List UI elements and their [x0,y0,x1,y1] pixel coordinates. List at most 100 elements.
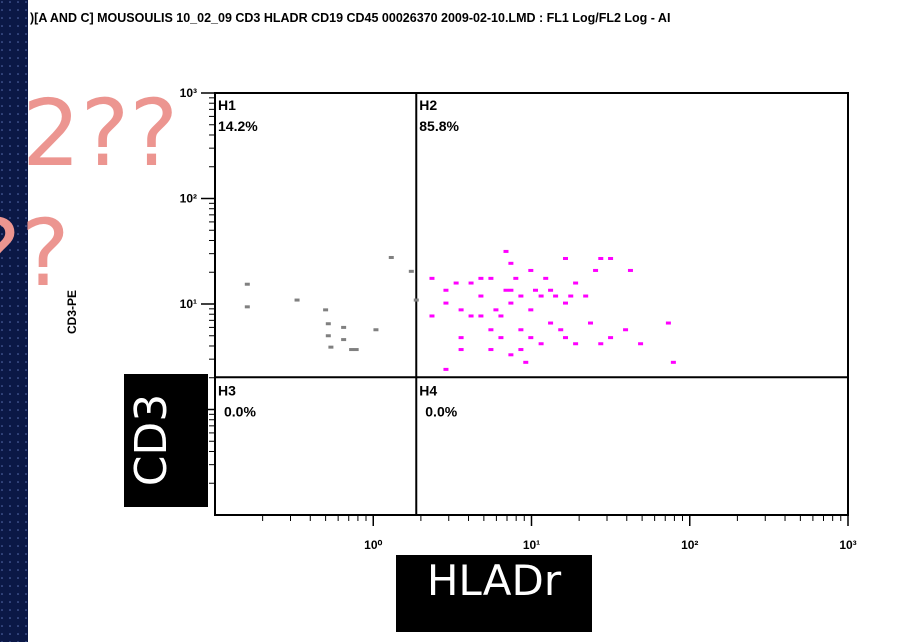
event-dot [388,255,394,259]
event-dot [638,342,644,346]
event-dot [373,328,379,332]
box-label: CD3 [126,394,177,487]
box-label: HLADr [427,556,562,605]
side-strip-dots [0,0,28,642]
y-axis-label: CD3-PE [65,290,79,334]
event-dot [341,338,347,342]
event-dot [608,256,614,260]
event-dot [413,298,419,302]
event-dot [325,322,331,326]
event-dot [341,325,347,329]
y-tick-label: 10² [180,192,197,206]
event-dot [588,321,594,325]
event-dot [528,308,534,312]
quadrant-percent: 14.2% [218,118,258,134]
label-box [124,374,208,507]
label-box [396,555,592,632]
event-dot [488,328,494,332]
event-dot [453,281,459,285]
event-dot [670,360,676,364]
quadrant-name: H3 [218,382,236,398]
event-dot [443,288,449,292]
quadrant-name: H2 [419,97,437,113]
plot: 10⁰10¹10²10³10⁰10¹10²10³H114.2%H285.8%H3… [179,86,857,552]
event-dot [553,294,559,298]
event-dot [518,294,524,298]
event-dot [429,314,435,318]
event-dot [493,308,499,312]
event-dot [508,301,514,305]
event-dot [558,328,564,332]
event-dot [508,288,514,292]
event-dot [518,328,524,332]
event-dot [608,336,614,340]
event-dot [548,288,554,292]
event-dot [244,305,250,309]
event-dot [408,269,414,273]
event-dot [523,360,529,364]
event-dot [294,298,300,302]
event-dot [458,308,464,312]
event-dot [533,288,539,292]
event-dot [349,348,355,352]
quadrant-name: H1 [218,97,236,113]
quadrant-percent: 0.0% [224,403,256,419]
event-dot [508,353,514,357]
event-dot [353,348,359,352]
event-dot [593,268,599,272]
event-dot [468,314,474,318]
quadrant-name: H4 [419,382,437,398]
event-dot [548,321,554,325]
x-tick-label: 10¹ [523,538,540,552]
event-dot [488,348,494,352]
event-dot [518,348,524,352]
event-dot [627,268,633,272]
x-tick-label: 10³ [839,538,856,552]
event-dot [583,294,589,298]
event-dot [665,321,671,325]
annotations: 2?? ?? CD3 HLADr [0,80,592,632]
x-tick-label: 10² [681,538,698,552]
quadrant-percent: 85.8% [419,118,459,134]
event-dot [623,328,629,332]
event-dot [478,314,484,318]
event-dot [568,294,574,298]
event-dot [458,348,464,352]
event-dot [573,342,579,346]
quadrant-percent: 0.0% [425,403,457,419]
event-dot [598,342,604,346]
event-dot [429,276,435,280]
event-dot [598,256,604,260]
event-dot [538,342,544,346]
handwritten-note: ?? [0,200,70,307]
event-dot [458,336,464,340]
y-tick-label: 10¹ [180,297,197,311]
event-dot [562,336,568,340]
event-dot [488,276,494,280]
event-dot [325,334,331,338]
event-dot [503,288,509,292]
window-title: )[A AND C] MOUSOULIS 10_02_09 CD3 HLADR … [30,11,670,25]
y-tick-label: 10³ [180,86,197,100]
event-dot [443,301,449,305]
event-dot [468,281,474,285]
event-dot [538,294,544,298]
event-dot [244,282,250,286]
event-dot [528,336,534,340]
event-dot [478,294,484,298]
handwritten-note: 2?? [22,80,178,187]
event-dot [503,249,509,253]
event-dot [543,276,549,280]
event-dot [328,345,334,349]
event-dot [498,336,504,340]
event-dot [562,301,568,305]
event-dot [443,367,449,371]
event-dot [573,281,579,285]
event-dot [498,314,504,318]
x-tick-label: 10⁰ [364,538,382,552]
event-dot [478,276,484,280]
event-dot [528,268,534,272]
